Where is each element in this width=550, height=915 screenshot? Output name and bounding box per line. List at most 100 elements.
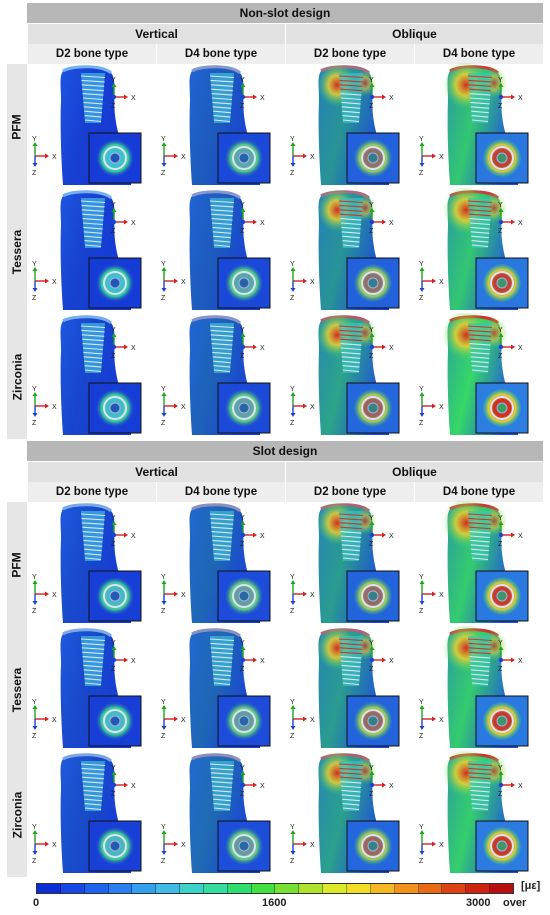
svg-text:Z: Z — [369, 541, 374, 548]
stress-distribution-cell: Y X Z Y X Z — [156, 751, 285, 877]
legend-swatch — [108, 884, 133, 893]
coordinate-axes-icon: Y X Z — [161, 699, 186, 740]
legend-swatch — [370, 884, 395, 893]
svg-text:Z: Z — [290, 858, 295, 865]
svg-text:X: X — [260, 533, 265, 540]
group-vertical: Vertical — [27, 462, 285, 482]
implant — [209, 198, 235, 248]
row-strip — [7, 64, 27, 439]
svg-text:Z: Z — [369, 228, 374, 235]
svg-text:X: X — [518, 783, 523, 790]
coordinate-axes-icon: Y X Z — [369, 77, 394, 110]
stress-distribution-cell: Y X Z Y X Z — [285, 63, 414, 189]
svg-text:X: X — [131, 345, 136, 352]
svg-text:Y: Y — [161, 824, 166, 831]
implant — [338, 636, 364, 686]
occlusal-inset — [475, 695, 529, 747]
svg-text:Y: Y — [111, 327, 116, 334]
coordinate-axes-icon: Y X Z — [369, 327, 394, 360]
svg-text:Y: Y — [419, 699, 424, 706]
svg-text:Y: Y — [369, 327, 374, 334]
svg-text:X: X — [131, 658, 136, 665]
occlusal-inset — [88, 132, 142, 184]
svg-text:Y: Y — [240, 640, 245, 647]
svg-text:X: X — [131, 783, 136, 790]
coordinate-axes-icon: Y X Z — [240, 327, 265, 360]
coordinate-axes-icon: Y X Z — [290, 136, 315, 177]
implant — [467, 73, 493, 123]
coordinate-axes-icon: Y X Z — [498, 515, 523, 548]
coordinate-axes-icon: Y X Z — [111, 515, 136, 548]
coordinate-axes-icon: Y X Z — [111, 77, 136, 110]
coordinate-axes-icon: Y X Z — [498, 765, 523, 798]
row-label-tessera: Tessera — [10, 229, 25, 274]
svg-text:Z: Z — [498, 353, 503, 360]
svg-text:X: X — [518, 658, 523, 665]
svg-text:Y: Y — [498, 765, 503, 772]
svg-text:X: X — [389, 95, 394, 102]
coordinate-axes-icon: Y X Z — [32, 136, 57, 177]
implant — [80, 511, 106, 561]
implant — [209, 636, 235, 686]
group-oblique: Oblique — [285, 24, 543, 44]
svg-text:Z: Z — [419, 858, 424, 865]
stress-distribution-cell: Y X Z Y X Z — [285, 501, 414, 627]
svg-text:Y: Y — [419, 386, 424, 393]
svg-text:X: X — [389, 533, 394, 540]
legend-swatch — [227, 884, 252, 893]
stress-distribution-cell: Y X Z Y X Z — [27, 188, 156, 314]
svg-text:Z: Z — [498, 541, 503, 548]
col-d4-vertical: D4 bone type — [156, 44, 285, 64]
coordinate-axes-icon: Y X Z — [240, 77, 265, 110]
implant — [80, 323, 106, 373]
svg-text:Z: Z — [161, 733, 166, 740]
coordinate-axes-icon: Y X Z — [419, 824, 444, 865]
svg-text:Y: Y — [111, 640, 116, 647]
svg-text:Y: Y — [32, 574, 37, 581]
coordinate-axes-icon: Y X Z — [240, 202, 265, 235]
svg-text:X: X — [439, 717, 444, 724]
section-title: Slot design — [27, 441, 543, 461]
svg-text:Z: Z — [290, 295, 295, 302]
svg-text:X: X — [260, 95, 265, 102]
coordinate-axes-icon: Y X Z — [161, 574, 186, 615]
svg-text:Y: Y — [498, 77, 503, 84]
svg-text:Y: Y — [240, 765, 245, 772]
svg-text:Y: Y — [32, 261, 37, 268]
svg-text:Y: Y — [290, 574, 295, 581]
svg-text:X: X — [518, 533, 523, 540]
occlusal-inset — [346, 820, 400, 872]
svg-text:Y: Y — [111, 202, 116, 209]
implant — [338, 761, 364, 811]
col-d4-oblique: D4 bone type — [414, 482, 543, 502]
svg-text:X: X — [310, 592, 315, 599]
svg-text:Y: Y — [419, 261, 424, 268]
coordinate-axes-icon: Y X Z — [32, 824, 57, 865]
implant — [80, 73, 106, 123]
svg-text:X: X — [181, 404, 186, 411]
stress-distribution-cell: Y X Z Y X Z — [156, 501, 285, 627]
legend-swatch — [37, 884, 61, 893]
svg-text:Y: Y — [369, 202, 374, 209]
svg-text:Y: Y — [240, 515, 245, 522]
coordinate-axes-icon: Y X Z — [32, 261, 57, 302]
svg-text:X: X — [389, 658, 394, 665]
coordinate-axes-icon: Y X Z — [419, 699, 444, 740]
svg-text:Y: Y — [369, 515, 374, 522]
svg-text:Y: Y — [32, 699, 37, 706]
coordinate-axes-icon: Y X Z — [111, 327, 136, 360]
legend-swatch — [84, 884, 109, 893]
coordinate-axes-icon: Y X Z — [240, 640, 265, 673]
legend-tick-0: 0 — [33, 897, 40, 909]
occlusal-inset — [475, 382, 529, 434]
implant — [338, 198, 364, 248]
svg-text:X: X — [518, 220, 523, 227]
coordinate-axes-icon: Y X Z — [498, 202, 523, 235]
svg-text:X: X — [181, 154, 186, 161]
svg-text:Z: Z — [290, 420, 295, 427]
svg-text:Y: Y — [369, 640, 374, 647]
svg-text:Y: Y — [419, 574, 424, 581]
svg-text:Z: Z — [161, 170, 166, 177]
coordinate-axes-icon: Y X Z — [498, 77, 523, 110]
svg-text:Z: Z — [290, 170, 295, 177]
